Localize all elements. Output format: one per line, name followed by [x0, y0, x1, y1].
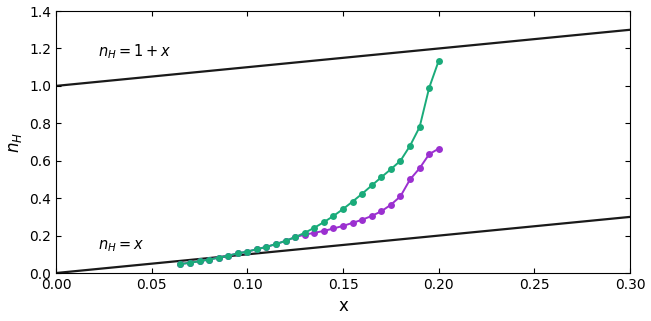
Y-axis label: $n_H$: $n_H$: [6, 132, 23, 152]
Text: $n_H = 1+x$: $n_H = 1+x$: [98, 42, 171, 61]
Text: $n_H = x$: $n_H = x$: [98, 239, 145, 254]
X-axis label: x: x: [338, 298, 348, 316]
